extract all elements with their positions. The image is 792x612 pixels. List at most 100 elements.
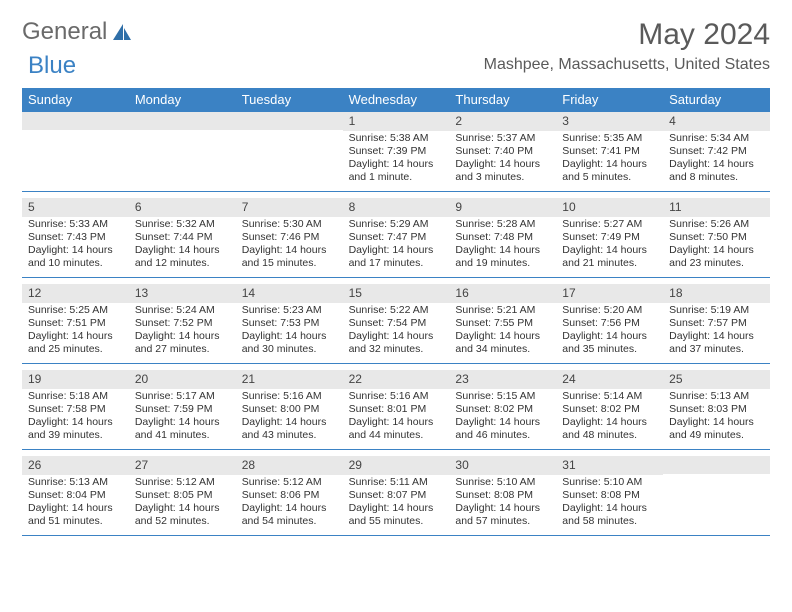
- calendar-cell: 9Sunrise: 5:28 AMSunset: 7:48 PMDaylight…: [449, 198, 556, 275]
- cell-date: 11: [663, 198, 770, 217]
- cell-date: 9: [449, 198, 556, 217]
- weekday-header: Friday: [556, 88, 663, 112]
- daylight-text: Daylight: 14 hours and 25 minutes.: [28, 330, 123, 356]
- calendar-cell: 31Sunrise: 5:10 AMSunset: 8:08 PMDayligh…: [556, 456, 663, 533]
- cell-date: 25: [663, 370, 770, 389]
- daylight-text: Daylight: 14 hours and 15 minutes.: [242, 244, 337, 270]
- calendar-week: 1Sunrise: 5:38 AMSunset: 7:39 PMDaylight…: [22, 112, 770, 189]
- cell-date: 15: [343, 284, 450, 303]
- cell-info: Sunrise: 5:16 AMSunset: 8:01 PMDaylight:…: [343, 389, 450, 447]
- cell-info: Sunrise: 5:11 AMSunset: 8:07 PMDaylight:…: [343, 475, 450, 533]
- sunset-text: Sunset: 8:08 PM: [455, 489, 550, 502]
- daylight-text: Daylight: 14 hours and 10 minutes.: [28, 244, 123, 270]
- sunset-text: Sunset: 7:44 PM: [135, 231, 230, 244]
- calendar-cell: 18Sunrise: 5:19 AMSunset: 7:57 PMDayligh…: [663, 284, 770, 361]
- cell-info: Sunrise: 5:15 AMSunset: 8:02 PMDaylight:…: [449, 389, 556, 447]
- cell-date: 7: [236, 198, 343, 217]
- calendar-cell: [663, 456, 770, 533]
- cell-date: 28: [236, 456, 343, 475]
- sunrise-text: Sunrise: 5:23 AM: [242, 304, 337, 317]
- calendar-cell: 22Sunrise: 5:16 AMSunset: 8:01 PMDayligh…: [343, 370, 450, 447]
- sunrise-text: Sunrise: 5:25 AM: [28, 304, 123, 317]
- sunset-text: Sunset: 8:00 PM: [242, 403, 337, 416]
- sunrise-text: Sunrise: 5:14 AM: [562, 390, 657, 403]
- calendar-week: 19Sunrise: 5:18 AMSunset: 7:58 PMDayligh…: [22, 370, 770, 447]
- cell-date: 8: [343, 198, 450, 217]
- sunset-text: Sunset: 8:05 PM: [135, 489, 230, 502]
- cell-info: [129, 130, 236, 188]
- sunrise-text: Sunrise: 5:35 AM: [562, 132, 657, 145]
- cell-info: Sunrise: 5:24 AMSunset: 7:52 PMDaylight:…: [129, 303, 236, 361]
- cell-info: Sunrise: 5:29 AMSunset: 7:47 PMDaylight:…: [343, 217, 450, 275]
- cell-info: Sunrise: 5:19 AMSunset: 7:57 PMDaylight:…: [663, 303, 770, 361]
- calendar-week: 26Sunrise: 5:13 AMSunset: 8:04 PMDayligh…: [22, 456, 770, 533]
- weekday-header: Tuesday: [236, 88, 343, 112]
- sunset-text: Sunset: 7:43 PM: [28, 231, 123, 244]
- calendar-cell: 19Sunrise: 5:18 AMSunset: 7:58 PMDayligh…: [22, 370, 129, 447]
- month-title: May 2024: [484, 18, 770, 52]
- calendar-cell: 7Sunrise: 5:30 AMSunset: 7:46 PMDaylight…: [236, 198, 343, 275]
- cell-info: Sunrise: 5:28 AMSunset: 7:48 PMDaylight:…: [449, 217, 556, 275]
- sunrise-text: Sunrise: 5:22 AM: [349, 304, 444, 317]
- cell-date: 13: [129, 284, 236, 303]
- cell-date: [236, 112, 343, 130]
- daylight-text: Daylight: 14 hours and 48 minutes.: [562, 416, 657, 442]
- daylight-text: Daylight: 14 hours and 5 minutes.: [562, 158, 657, 184]
- cell-info: Sunrise: 5:26 AMSunset: 7:50 PMDaylight:…: [663, 217, 770, 275]
- sunrise-text: Sunrise: 5:20 AM: [562, 304, 657, 317]
- calendar-cell: 8Sunrise: 5:29 AMSunset: 7:47 PMDaylight…: [343, 198, 450, 275]
- sunset-text: Sunset: 8:03 PM: [669, 403, 764, 416]
- calendar-cell: 14Sunrise: 5:23 AMSunset: 7:53 PMDayligh…: [236, 284, 343, 361]
- cell-date: 17: [556, 284, 663, 303]
- cell-info: [663, 474, 770, 532]
- daylight-text: Daylight: 14 hours and 8 minutes.: [669, 158, 764, 184]
- cell-info: Sunrise: 5:12 AMSunset: 8:05 PMDaylight:…: [129, 475, 236, 533]
- sunset-text: Sunset: 8:02 PM: [562, 403, 657, 416]
- cell-date: 18: [663, 284, 770, 303]
- calendar-cell: 23Sunrise: 5:15 AMSunset: 8:02 PMDayligh…: [449, 370, 556, 447]
- calendar-cell: 6Sunrise: 5:32 AMSunset: 7:44 PMDaylight…: [129, 198, 236, 275]
- cell-info: Sunrise: 5:18 AMSunset: 7:58 PMDaylight:…: [22, 389, 129, 447]
- cell-date: 22: [343, 370, 450, 389]
- daylight-text: Daylight: 14 hours and 51 minutes.: [28, 502, 123, 528]
- sail-icon: [111, 22, 133, 44]
- daylight-text: Daylight: 14 hours and 19 minutes.: [455, 244, 550, 270]
- cell-info: Sunrise: 5:16 AMSunset: 8:00 PMDaylight:…: [236, 389, 343, 447]
- sunset-text: Sunset: 7:48 PM: [455, 231, 550, 244]
- cell-date: 12: [22, 284, 129, 303]
- sunrise-text: Sunrise: 5:26 AM: [669, 218, 764, 231]
- sunrise-text: Sunrise: 5:30 AM: [242, 218, 337, 231]
- weekday-header: Thursday: [449, 88, 556, 112]
- daylight-text: Daylight: 14 hours and 49 minutes.: [669, 416, 764, 442]
- sunset-text: Sunset: 7:54 PM: [349, 317, 444, 330]
- sunset-text: Sunset: 8:01 PM: [349, 403, 444, 416]
- cell-info: [236, 130, 343, 188]
- calendar-cell: 4Sunrise: 5:34 AMSunset: 7:42 PMDaylight…: [663, 112, 770, 189]
- sunrise-text: Sunrise: 5:34 AM: [669, 132, 764, 145]
- cell-date: 3: [556, 112, 663, 131]
- weekday-header-row: Sunday Monday Tuesday Wednesday Thursday…: [22, 88, 770, 112]
- sunrise-text: Sunrise: 5:29 AM: [349, 218, 444, 231]
- daylight-text: Daylight: 14 hours and 1 minute.: [349, 158, 444, 184]
- calendar-grid: Sunday Monday Tuesday Wednesday Thursday…: [22, 88, 770, 536]
- calendar-cell: 10Sunrise: 5:27 AMSunset: 7:49 PMDayligh…: [556, 198, 663, 275]
- sunset-text: Sunset: 7:57 PM: [669, 317, 764, 330]
- calendar-cell: 3Sunrise: 5:35 AMSunset: 7:41 PMDaylight…: [556, 112, 663, 189]
- sunrise-text: Sunrise: 5:13 AM: [28, 476, 123, 489]
- sunset-text: Sunset: 8:06 PM: [242, 489, 337, 502]
- calendar-cell: 17Sunrise: 5:20 AMSunset: 7:56 PMDayligh…: [556, 284, 663, 361]
- sunrise-text: Sunrise: 5:21 AM: [455, 304, 550, 317]
- daylight-text: Daylight: 14 hours and 21 minutes.: [562, 244, 657, 270]
- cell-info: Sunrise: 5:27 AMSunset: 7:49 PMDaylight:…: [556, 217, 663, 275]
- cell-date: 10: [556, 198, 663, 217]
- cell-date: 14: [236, 284, 343, 303]
- sunrise-text: Sunrise: 5:38 AM: [349, 132, 444, 145]
- sunrise-text: Sunrise: 5:12 AM: [135, 476, 230, 489]
- calendar-cell: 24Sunrise: 5:14 AMSunset: 8:02 PMDayligh…: [556, 370, 663, 447]
- calendar-cell: 11Sunrise: 5:26 AMSunset: 7:50 PMDayligh…: [663, 198, 770, 275]
- sunrise-text: Sunrise: 5:12 AM: [242, 476, 337, 489]
- calendar-cell: 20Sunrise: 5:17 AMSunset: 7:59 PMDayligh…: [129, 370, 236, 447]
- cell-info: Sunrise: 5:38 AMSunset: 7:39 PMDaylight:…: [343, 131, 450, 189]
- calendar-cell: 25Sunrise: 5:13 AMSunset: 8:03 PMDayligh…: [663, 370, 770, 447]
- calendar-week: 5Sunrise: 5:33 AMSunset: 7:43 PMDaylight…: [22, 198, 770, 275]
